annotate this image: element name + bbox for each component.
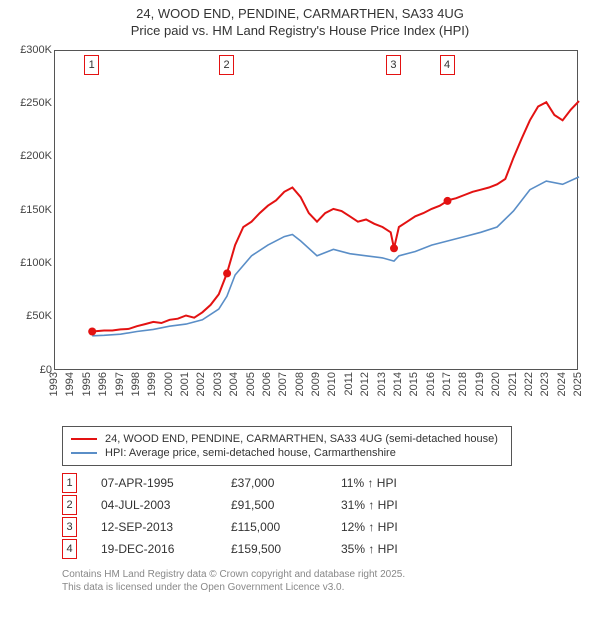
x-axis-label: 2012 — [359, 372, 371, 396]
legend-item-hpi: HPI: Average price, semi-detached house,… — [71, 447, 503, 459]
x-axis-label: 2019 — [474, 372, 486, 396]
sale-index: 4 — [62, 539, 77, 559]
x-axis-label: 1998 — [130, 372, 142, 396]
x-axis-label: 2021 — [507, 372, 519, 396]
chart-svg — [55, 51, 579, 371]
x-axis-label: 1996 — [97, 372, 109, 396]
legend-swatch-blue — [71, 452, 97, 454]
x-axis-label: 2025 — [572, 372, 584, 396]
chart: £0 £50K £100K £150K £200K £250K £300K 1 2 3 4 199… — [8, 44, 592, 424]
x-axis-label: 2001 — [179, 372, 191, 396]
x-axis-label: 2024 — [556, 372, 568, 396]
sale-price: £91,500 — [231, 498, 341, 512]
sale-index: 1 — [62, 473, 77, 493]
sale-price: £115,000 — [231, 520, 341, 534]
legend-item-price-paid: 24, WOOD END, PENDINE, CARMARTHEN, SA33 … — [71, 433, 503, 445]
x-axis-label: 2022 — [523, 372, 535, 396]
x-axis-label: 2002 — [195, 372, 207, 396]
sale-delta: 12% ↑ HPI — [341, 520, 451, 534]
x-axis-label: 2013 — [376, 372, 388, 396]
sales-table: 1 07-APR-1995£37,00011% ↑ HPI 2 04-JUL-2003… — [62, 472, 542, 560]
footnote-line1: Contains HM Land Registry data © Crown c… — [62, 569, 405, 580]
x-axis-label: 2007 — [277, 372, 289, 396]
legend: 24, WOOD END, PENDINE, CARMARTHEN, SA33 … — [62, 426, 512, 466]
series-price_paid — [92, 101, 579, 331]
x-axis-label: 2018 — [457, 372, 469, 396]
x-axis-label: 2005 — [245, 372, 257, 396]
x-axis-label: 2016 — [425, 372, 437, 396]
x-axis-label: 2003 — [212, 372, 224, 396]
y-axis-label: £50K — [8, 310, 52, 322]
sales-row: 3 12-SEP-2013£115,00012% ↑ HPI — [62, 516, 542, 538]
sale-date: 07-APR-1995 — [101, 476, 231, 490]
sale-price: £37,000 — [231, 476, 341, 490]
sale-marker: 2 — [219, 55, 234, 75]
sales-row: 1 07-APR-1995£37,00011% ↑ HPI — [62, 472, 542, 494]
series-hpi — [92, 177, 579, 336]
y-axis-label: £200K — [8, 150, 52, 162]
sale-marker: 4 — [440, 55, 455, 75]
page: 24, WOOD END, PENDINE, CARMARTHEN, SA33 … — [0, 0, 600, 598]
sale-point — [444, 197, 452, 205]
sale-index: 2 — [62, 495, 77, 515]
legend-swatch-red — [71, 438, 97, 440]
sales-row: 4 19-DEC-2016£159,50035% ↑ HPI — [62, 538, 542, 560]
title-address: 24, WOOD END, PENDINE, CARMARTHEN, SA33 … — [8, 6, 592, 23]
y-axis-label: £0 — [8, 364, 52, 376]
x-axis-label: 2004 — [228, 372, 240, 396]
x-axis-label: 1999 — [146, 372, 158, 396]
sale-marker: 1 — [84, 55, 99, 75]
plot-area: 1 2 3 4 — [54, 50, 578, 370]
y-axis-label: £150K — [8, 204, 52, 216]
x-axis-label: 1995 — [81, 372, 93, 396]
legend-label: HPI: Average price, semi-detached house,… — [105, 447, 396, 459]
x-axis-label: 2023 — [539, 372, 551, 396]
y-axis-label: £250K — [8, 97, 52, 109]
sale-index: 3 — [62, 517, 77, 537]
x-axis-label: 1997 — [114, 372, 126, 396]
legend-label: 24, WOOD END, PENDINE, CARMARTHEN, SA33 … — [105, 433, 498, 445]
x-axis-label: 2015 — [408, 372, 420, 396]
sale-price: £159,500 — [231, 542, 341, 556]
sale-point — [223, 269, 231, 277]
x-axis-label: 1994 — [64, 372, 76, 396]
x-axis-label: 2014 — [392, 372, 404, 396]
sale-point — [390, 244, 398, 252]
x-axis-label: 2009 — [310, 372, 322, 396]
x-axis-label: 2008 — [294, 372, 306, 396]
sale-delta: 35% ↑ HPI — [341, 542, 451, 556]
x-axis-label: 2011 — [343, 372, 355, 396]
sale-point — [88, 327, 96, 335]
footnote-line2: This data is licensed under the Open Gov… — [62, 582, 344, 593]
title-subtitle: Price paid vs. HM Land Registry's House … — [8, 23, 592, 40]
y-axis-label: £300K — [8, 44, 52, 56]
sales-row: 2 04-JUL-2003£91,50031% ↑ HPI — [62, 494, 542, 516]
x-axis-label: 1993 — [48, 372, 60, 396]
sale-delta: 11% ↑ HPI — [341, 476, 451, 490]
x-axis-label: 2000 — [163, 372, 175, 396]
sale-delta: 31% ↑ HPI — [341, 498, 451, 512]
sale-date: 12-SEP-2013 — [101, 520, 231, 534]
x-axis-label: 2006 — [261, 372, 273, 396]
sale-marker: 3 — [386, 55, 401, 75]
x-axis-label: 2020 — [490, 372, 502, 396]
y-axis-label: £100K — [8, 257, 52, 269]
x-axis-label: 2010 — [326, 372, 338, 396]
sale-date: 04-JUL-2003 — [101, 498, 231, 512]
x-axis-label: 2017 — [441, 372, 453, 396]
footnote: Contains HM Land Registry data © Crown c… — [62, 568, 592, 594]
chart-title: 24, WOOD END, PENDINE, CARMARTHEN, SA33 … — [8, 6, 592, 40]
sale-date: 19-DEC-2016 — [101, 542, 231, 556]
